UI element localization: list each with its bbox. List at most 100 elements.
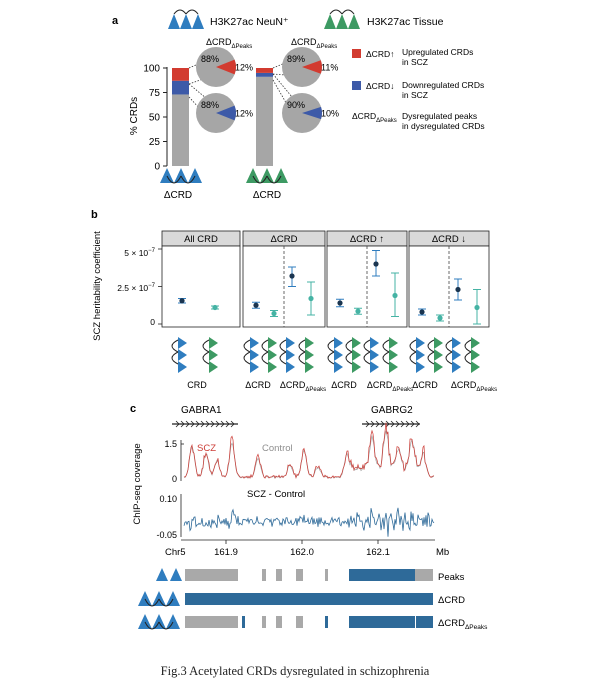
interaction-arc [445,339,453,365]
interaction-arc [363,339,371,365]
dcrd-peak-segment [242,616,245,628]
bar-upregulated [172,68,189,81]
crd-icon [261,337,277,373]
figure-caption: Fig.3 Acetylated CRDs dysregulated in sc… [160,664,430,678]
pie-minority-label: 10% [321,109,339,119]
interaction-arc [202,339,210,365]
facet-title: All CRD [184,234,218,245]
xtick-161-9: 161.9 [214,547,238,558]
pie-majority-label: 88% [201,54,219,64]
track-peaks-label: Peaks [438,572,465,583]
legend-up-text-1: Upregulated CRDs [402,47,473,57]
pie-majority-label: 88% [201,100,219,110]
strand-chevron [400,420,405,428]
crd-icon [202,337,218,373]
bar-downregulated [172,80,189,95]
dcrd-peak-segment [349,616,415,628]
peak-segment [349,569,415,581]
facet-title: ΔCRD [271,234,298,245]
gene-gabrg2-track [362,420,420,428]
facet-xlabel: ΔCRDΔPeaks [280,380,326,393]
dcrd-track-bar [185,593,433,605]
peak-glyph [209,349,218,361]
legend-down-text-2: in SCZ [402,90,428,100]
ytick-label: 100 [143,64,160,75]
peak-glyph [434,361,443,373]
xtick-162-0: 162.0 [290,547,314,558]
pie-header-left: ΔCRDΔPeaks [206,37,252,50]
peak-glyph [352,337,361,349]
facet-title: ΔCRD ↓ [432,234,466,245]
facet-xlabel: ΔCRDΔPeaks [367,380,413,393]
track-dcrd-label: ΔCRD [438,595,465,606]
strand-chevron [215,420,220,428]
strand-chevron [375,420,380,428]
peak-glyph [268,349,277,361]
peak-glyph [434,337,443,349]
peak-glyph [389,361,398,373]
strand-chevron [395,420,400,428]
interaction-arc [409,339,417,365]
crd-icon [171,337,187,373]
strand-chevron [380,420,385,428]
unit-label: Mb [436,547,449,558]
legend-up-key: ΔCRD↑ [366,49,394,59]
heritability-point [289,273,295,279]
gene-gabra1-track [172,420,238,428]
peak-glyph [416,349,425,361]
strand-chevron [220,420,225,428]
dcrd-peak-segment [185,616,238,628]
peak-segment [296,569,303,581]
strand-chevron [415,420,420,428]
legend-peaks-text-1: Dysregulated peaks [402,111,477,121]
bar-to-pie-connector [188,75,213,85]
panel-a: a H3K27ac NeuN⁺ H3K27ac Tissue ΔCRDΔPeak… [112,9,485,201]
panel-a-label: a [112,15,119,27]
pie-minority-label: 12% [235,109,253,119]
xtick-162-1: 162.1 [366,547,390,558]
gene-gabrg2: GABRG2 [371,405,413,416]
heritability-point [337,300,343,306]
peak-glyph [434,349,443,361]
crd-icon [298,337,314,373]
dcrd-track-icon [138,591,180,607]
top-ytick-high: 1.5 [164,439,177,449]
panel-b-ytick-mid: 2.5 × 10−7 [117,283,155,293]
heritability-point [437,315,443,321]
peak-glyph [250,349,259,361]
legend-down-swatch [352,81,361,90]
strand-chevron [210,420,215,428]
peak-segment [276,569,282,581]
peak-glyph [178,361,187,373]
peak-glyph [268,361,277,373]
pie-majority-label: 89% [287,54,305,64]
peak-glyph [334,349,343,361]
bottom-ytick-high: 0.10 [159,494,177,504]
facet-xlabel: ΔCRD [245,380,271,390]
panel-c-label: c [130,403,136,415]
chrom-label: Chr5 [165,547,186,558]
peaks-track-icon [156,568,182,581]
interaction-arc [345,339,353,365]
panel-b-facets: All CRD ΔCRD ΔCRD ↑ ΔCRD ↓ [158,230,490,328]
pie-minority-slice [216,105,237,121]
neun-peaks-icon [168,9,204,29]
legend-neun: H3K27ac NeuN⁺ [210,16,289,28]
heritability-point [455,286,461,293]
crd-icon [363,337,379,373]
peak-glyph [389,337,398,349]
interaction-arc [327,339,335,365]
panel-b: b SCZ heritability coefficient 5 × 10−7 … [91,209,497,393]
legend-down-key: ΔCRD↓ [366,81,394,91]
strand-chevron [405,420,410,428]
dcrd-peaks-track-icon [138,614,180,630]
crd-icon [327,337,343,373]
panel-a-bars [172,57,298,166]
dcrd-peak-segment [262,616,266,628]
facet-frame [161,245,241,328]
bar-unchanged [256,76,273,166]
strand-chevron [200,420,205,428]
interaction-arc [279,339,287,365]
peak-glyph [250,361,259,373]
